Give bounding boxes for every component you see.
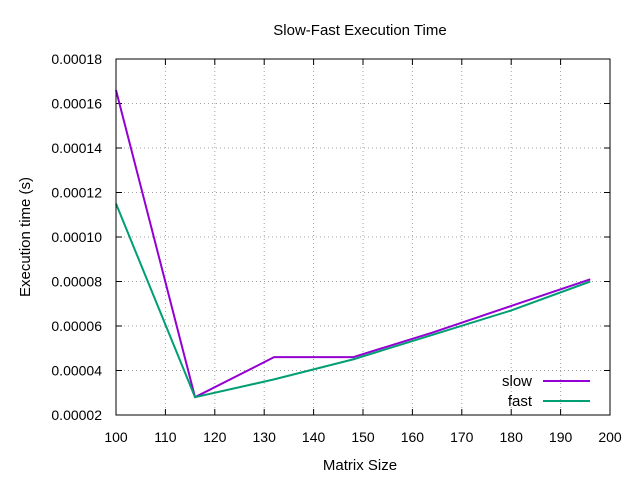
x-tick-label: 170 (450, 429, 474, 445)
y-tick-label: 0.00016 (51, 96, 102, 112)
plot-border (115, 58, 611, 416)
legend-label-slow: slow (502, 373, 532, 390)
x-tick-label: 130 (253, 429, 277, 445)
x-tick-label: 120 (203, 429, 227, 445)
legend: slow fast (502, 373, 590, 410)
y-tick-label: 0.00006 (51, 318, 102, 334)
x-tick-labels: 100 110 120 130 140 150 160 170 180 190 200 (104, 429, 622, 445)
axis-ticks (115, 58, 611, 416)
x-tick-label: 190 (549, 429, 573, 445)
y-axis-label: Execution time (s) (17, 177, 34, 297)
y-tick-label: 0.00010 (51, 229, 102, 245)
x-tick-label: 110 (154, 429, 177, 445)
series-line-fast (115, 203, 591, 399)
x-axis-label: Matrix Size (323, 457, 397, 474)
x-tick-label: 180 (500, 429, 524, 445)
grid-lines (116, 59, 610, 415)
chart-title: Slow-Fast Execution Time (273, 22, 446, 39)
y-tick-label: 0.00002 (51, 407, 102, 423)
series-lines (115, 89, 591, 399)
x-tick-label: 140 (302, 429, 326, 445)
y-tick-label: 0.00008 (51, 274, 102, 290)
y-tick-label: 0.00014 (51, 140, 102, 156)
y-tick-label: 0.00018 (51, 51, 102, 67)
series-line-slow (115, 89, 591, 399)
x-tick-label: 200 (598, 429, 622, 445)
x-tick-label: 100 (104, 429, 128, 445)
y-tick-label: 0.00012 (51, 185, 102, 201)
y-tick-label: 0.00004 (51, 363, 102, 379)
legend-label-fast: fast (508, 393, 533, 410)
x-tick-label: 160 (401, 429, 425, 445)
y-tick-labels: 0.00002 0.00004 0.00006 0.00008 0.00010 0.000… (51, 51, 102, 423)
x-tick-label: 150 (351, 429, 375, 445)
